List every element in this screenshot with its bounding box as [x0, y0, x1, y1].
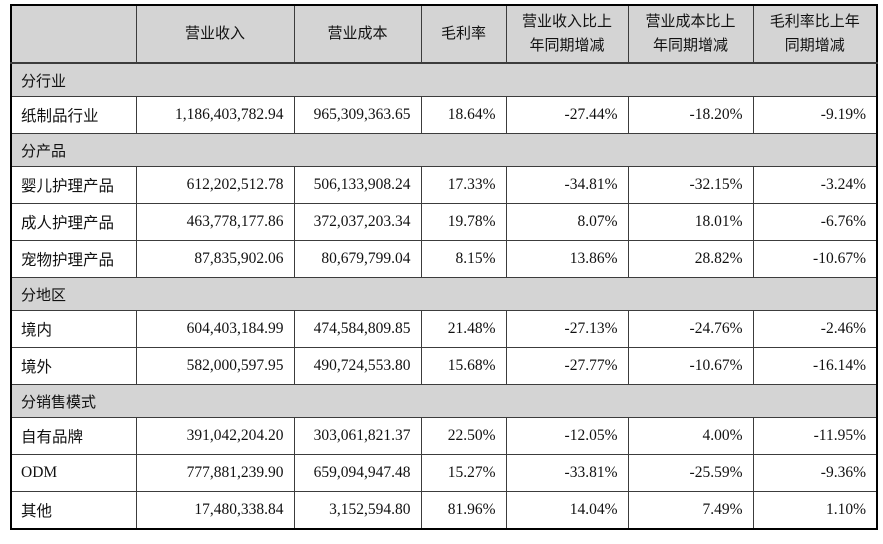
section-label: 分销售模式 — [10, 384, 878, 418]
row-label: 自有品牌 — [10, 417, 137, 455]
table-row: 境外 582,000,597.95 490,724,553.80 15.68% -27.… — [10, 347, 878, 385]
row-label: ODM — [10, 454, 137, 492]
value-cell: 17,480,338.84 — [135, 491, 295, 530]
table-row: 纸制品行业 1,186,403,782.94 965,309,363.65 18.64… — [10, 96, 878, 134]
value-cell: 463,778,177.86 — [135, 203, 295, 241]
value-cell: 8.07% — [505, 203, 629, 241]
value-cell: 965,309,363.65 — [293, 96, 422, 134]
value-cell: 1.10% — [752, 491, 878, 530]
value-cell: -27.77% — [505, 347, 629, 385]
value-cell: -27.13% — [505, 310, 629, 348]
table-row: 境内 604,403,184.99 474,584,809.85 21.48% -27.… — [10, 310, 878, 348]
value-cell: 372,037,203.34 — [293, 203, 422, 241]
value-cell: 1,186,403,782.94 — [135, 96, 295, 134]
header-operating-revenue: 营业收入 — [135, 4, 295, 64]
row-label: 婴儿护理产品 — [10, 166, 137, 204]
value-cell: 28.82% — [627, 240, 754, 278]
table-row: 成人护理产品 463,778,177.86 372,037,203.34 19.78%… — [10, 203, 878, 241]
value-cell: 7.49% — [627, 491, 754, 530]
document-page: 营业收入 营业成本 毛利率 营业收入比上 年同期增减 营业成本比上 年同期增减 … — [10, 4, 878, 530]
value-cell: -27.44% — [505, 96, 629, 134]
value-cell: -33.81% — [505, 454, 629, 492]
row-label: 境外 — [10, 347, 137, 385]
value-cell: -6.76% — [752, 203, 878, 241]
value-cell: -11.95% — [752, 417, 878, 455]
value-cell: 18.64% — [420, 96, 507, 134]
header-row: 营业收入 营业成本 毛利率 营业收入比上 年同期增减 营业成本比上 年同期增减 … — [10, 4, 878, 64]
value-cell: -3.24% — [752, 166, 878, 204]
header-gross-margin: 毛利率 — [420, 4, 507, 64]
value-cell: 612,202,512.78 — [135, 166, 295, 204]
value-cell: -2.46% — [752, 310, 878, 348]
value-cell: 506,133,908.24 — [293, 166, 422, 204]
value-cell: -25.59% — [627, 454, 754, 492]
value-cell: 80,679,799.04 — [293, 240, 422, 278]
row-label: 其他 — [10, 491, 137, 530]
value-cell: 17.33% — [420, 166, 507, 204]
section-label: 分地区 — [10, 277, 878, 311]
value-cell: 391,042,204.20 — [135, 417, 295, 455]
table-row: 自有品牌 391,042,204.20 303,061,821.37 22.50% -1… — [10, 417, 878, 455]
value-cell: 3,152,594.80 — [293, 491, 422, 530]
value-cell: 582,000,597.95 — [135, 347, 295, 385]
value-cell: -9.36% — [752, 454, 878, 492]
value-cell: -34.81% — [505, 166, 629, 204]
header-empty-cell — [10, 4, 137, 64]
header-margin-yoy-change: 毛利率比上年 同期增减 — [752, 4, 878, 64]
value-cell: 659,094,947.48 — [293, 454, 422, 492]
value-cell: 22.50% — [420, 417, 507, 455]
value-cell: 4.00% — [627, 417, 754, 455]
table-row: 婴儿护理产品 612,202,512.78 506,133,908.24 17.33%… — [10, 166, 878, 204]
section-label: 分产品 — [10, 133, 878, 167]
value-cell: 13.86% — [505, 240, 629, 278]
table-body: 分行业 纸制品行业 1,186,403,782.94 965,309,363.65 18… — [10, 62, 878, 530]
value-cell: 15.27% — [420, 454, 507, 492]
section-row: 分销售模式 — [10, 384, 878, 418]
row-label: 成人护理产品 — [10, 203, 137, 241]
table-row: 其他 17,480,338.84 3,152,594.80 81.96% 14.04% 7… — [10, 491, 878, 530]
value-cell: 15.68% — [420, 347, 507, 385]
value-cell: 19.78% — [420, 203, 507, 241]
value-cell: 81.96% — [420, 491, 507, 530]
section-row: 分行业 — [10, 62, 878, 97]
value-cell: 14.04% — [505, 491, 629, 530]
table-row: ODM 777,881,239.90 659,094,947.48 15.27% -33… — [10, 454, 878, 492]
value-cell: -16.14% — [752, 347, 878, 385]
value-cell: 18.01% — [627, 203, 754, 241]
header-revenue-yoy-change: 营业收入比上 年同期增减 — [505, 4, 629, 64]
value-cell: -24.76% — [627, 310, 754, 348]
value-cell: 8.15% — [420, 240, 507, 278]
row-label: 纸制品行业 — [10, 96, 137, 134]
value-cell: 87,835,902.06 — [135, 240, 295, 278]
section-row: 分产品 — [10, 133, 878, 167]
table-row: 宠物护理产品 87,835,902.06 80,679,799.04 8.15% 13.… — [10, 240, 878, 278]
value-cell: 303,061,821.37 — [293, 417, 422, 455]
value-cell: 604,403,184.99 — [135, 310, 295, 348]
value-cell: -10.67% — [627, 347, 754, 385]
row-label: 境内 — [10, 310, 137, 348]
value-cell: -10.67% — [752, 240, 878, 278]
value-cell: -32.15% — [627, 166, 754, 204]
segment-revenue-table: 营业收入 营业成本 毛利率 营业收入比上 年同期增减 营业成本比上 年同期增减 … — [10, 4, 878, 530]
value-cell: 777,881,239.90 — [135, 454, 295, 492]
value-cell: -18.20% — [627, 96, 754, 134]
value-cell: 474,584,809.85 — [293, 310, 422, 348]
section-label: 分行业 — [10, 62, 878, 97]
row-label: 宠物护理产品 — [10, 240, 137, 278]
header-operating-cost: 营业成本 — [293, 4, 422, 64]
value-cell: 21.48% — [420, 310, 507, 348]
header-cost-yoy-change: 营业成本比上 年同期增减 — [627, 4, 754, 64]
value-cell: -12.05% — [505, 417, 629, 455]
value-cell: -9.19% — [752, 96, 878, 134]
value-cell: 490,724,553.80 — [293, 347, 422, 385]
section-row: 分地区 — [10, 277, 878, 311]
